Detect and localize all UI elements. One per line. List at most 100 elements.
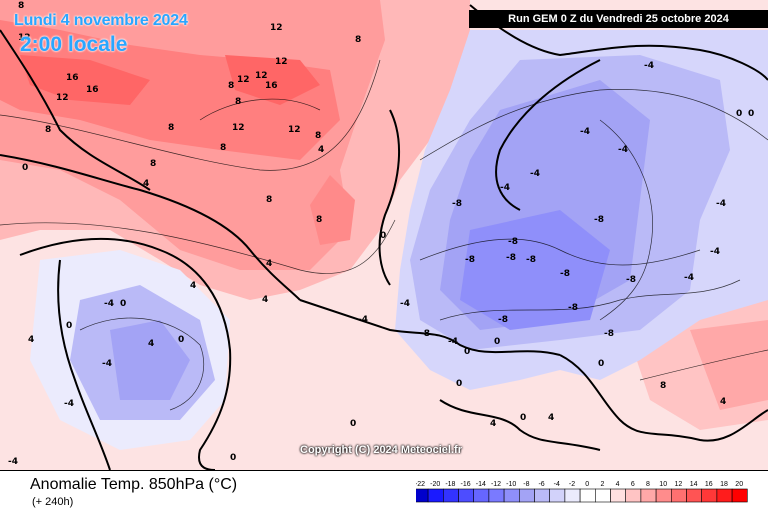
contour-label: 8 <box>235 97 241 107</box>
contour-label: 4 <box>490 419 496 429</box>
contour-label: -4 <box>8 457 18 467</box>
legend-color-swatch <box>686 488 702 503</box>
contour-label: 12 <box>237 75 250 85</box>
legend-tick-label: 2 <box>600 481 604 488</box>
contour-label: 8 <box>355 35 361 45</box>
contour-label: 12 <box>270 23 283 33</box>
contour-label: 0 <box>520 413 526 423</box>
contour-label: -4 <box>716 199 726 209</box>
legend-tick-label: 4 <box>616 481 620 488</box>
legend-tick-label: 8 <box>646 481 650 488</box>
contour-label: -8 <box>452 199 462 209</box>
contour-label: 0 <box>230 453 236 463</box>
contour-label: -8 <box>594 215 604 225</box>
legend-color-swatch <box>671 488 687 503</box>
contour-label: -4 <box>530 169 540 179</box>
contour-label: 0 <box>22 163 28 173</box>
contour-label: 0 <box>120 299 126 309</box>
contour-label: 0 <box>464 347 470 357</box>
contour-label: 8 <box>228 81 234 91</box>
legend-tick-label: -14 <box>476 481 486 488</box>
contour-label: -4 <box>644 61 654 71</box>
legend-tick-label: 20 <box>735 481 743 488</box>
legend-tick-label: -2 <box>569 481 575 488</box>
contour-label: 4 <box>148 339 154 349</box>
contour-label: 0 <box>178 335 184 345</box>
legend-color-swatch <box>503 488 520 503</box>
legend-color-swatch <box>534 488 550 503</box>
contour-label: 8 <box>220 143 226 153</box>
anomaly-map: 12 16 16 12 8 8 12 12 12 16 12 8 8 12 8 … <box>0 0 768 470</box>
legend-tick-label: 16 <box>705 481 713 488</box>
contour-label: 0 <box>598 359 604 369</box>
contour-label: 0 <box>736 109 742 119</box>
legend-color-swatch <box>549 488 566 503</box>
legend-tick-label: 12 <box>675 481 683 488</box>
contour-label: 0 <box>66 321 72 331</box>
legend-tick-label: -6 <box>538 481 544 488</box>
contour-label: 0 <box>748 109 754 119</box>
legend-color-swatch <box>595 488 611 503</box>
legend-tick-label: -22 <box>416 481 425 488</box>
contour-label: 8 <box>315 131 321 141</box>
legend-tick-label: -8 <box>523 481 529 488</box>
contour-label: 16 <box>265 81 278 91</box>
contour-label: 4 <box>548 413 554 423</box>
contour-label: 16 <box>66 73 79 83</box>
legend-color-swatch <box>701 488 718 503</box>
contour-label: -4 <box>102 359 112 369</box>
contour-label: 12 <box>18 33 31 43</box>
contour-label: 0 <box>380 231 386 241</box>
contour-label: -4 <box>400 299 410 309</box>
legend-color-swatch <box>564 488 581 503</box>
contour-label: -8 <box>560 269 570 279</box>
contour-label: 8 <box>150 159 156 169</box>
legend-color-swatch <box>473 488 490 503</box>
contour-label: 8 <box>18 1 24 11</box>
legend-color-swatch <box>427 488 444 503</box>
legend-color-swatch <box>442 488 459 503</box>
contour-label: 0 <box>494 337 500 347</box>
contour-label: -8 <box>465 255 475 265</box>
contour-label: -4 <box>64 399 74 409</box>
legend-color-swatch <box>610 488 626 503</box>
contour-label: 12 <box>288 125 301 135</box>
legend-color-swatch <box>655 488 672 503</box>
contour-label: -4 <box>104 299 114 309</box>
contour-label: 12 <box>255 71 268 81</box>
contour-label: -8 <box>568 303 578 313</box>
contour-label: -8 <box>508 237 518 247</box>
lead-time: (+ 240h) <box>32 496 74 508</box>
contour-label: 4 <box>262 295 268 305</box>
legend-tick-label: 6 <box>631 481 635 488</box>
contour-label: 4 <box>28 335 34 345</box>
legend-color-swatch <box>488 488 505 503</box>
contour-label: -4 <box>500 183 510 193</box>
contour-label: 8 <box>266 195 272 205</box>
coastlines <box>0 4 768 470</box>
model-run-banner: Run GEM 0 Z du Vendredi 25 octobre 2024 <box>469 10 768 28</box>
contour-label: 4 <box>266 259 272 269</box>
contour-label: -4 <box>710 247 720 257</box>
canada-cold-shading <box>30 250 230 450</box>
legend-color-swatch <box>458 488 474 503</box>
contour-label: -8 <box>420 329 430 339</box>
contour-label: 8 <box>660 381 666 391</box>
contour-value-labels: 12 16 16 12 8 8 12 12 12 16 12 8 8 12 8 … <box>8 1 754 467</box>
contour-label: -8 <box>498 315 508 325</box>
contour-label: -4 <box>580 127 590 137</box>
legend-tick-label: -12 <box>491 481 501 488</box>
legend-color-swatch <box>416 488 429 503</box>
legend-tick-label: 0 <box>585 481 589 488</box>
contour-label: -4 <box>618 145 628 155</box>
contour-label: 8 <box>45 125 51 135</box>
legend-tick-label: -20 <box>430 481 440 488</box>
contour-label: -8 <box>626 275 636 285</box>
contour-label: 8 <box>168 123 174 133</box>
legend-tick-label: -4 <box>554 481 560 488</box>
legend-tick-label: -10 <box>506 481 516 488</box>
color-scale-legend: -22-20-18-16-14-12-10-8-6-4-202468101214… <box>416 481 748 503</box>
contour-label: 0 <box>456 379 462 389</box>
legend-color-swatch <box>716 488 733 503</box>
